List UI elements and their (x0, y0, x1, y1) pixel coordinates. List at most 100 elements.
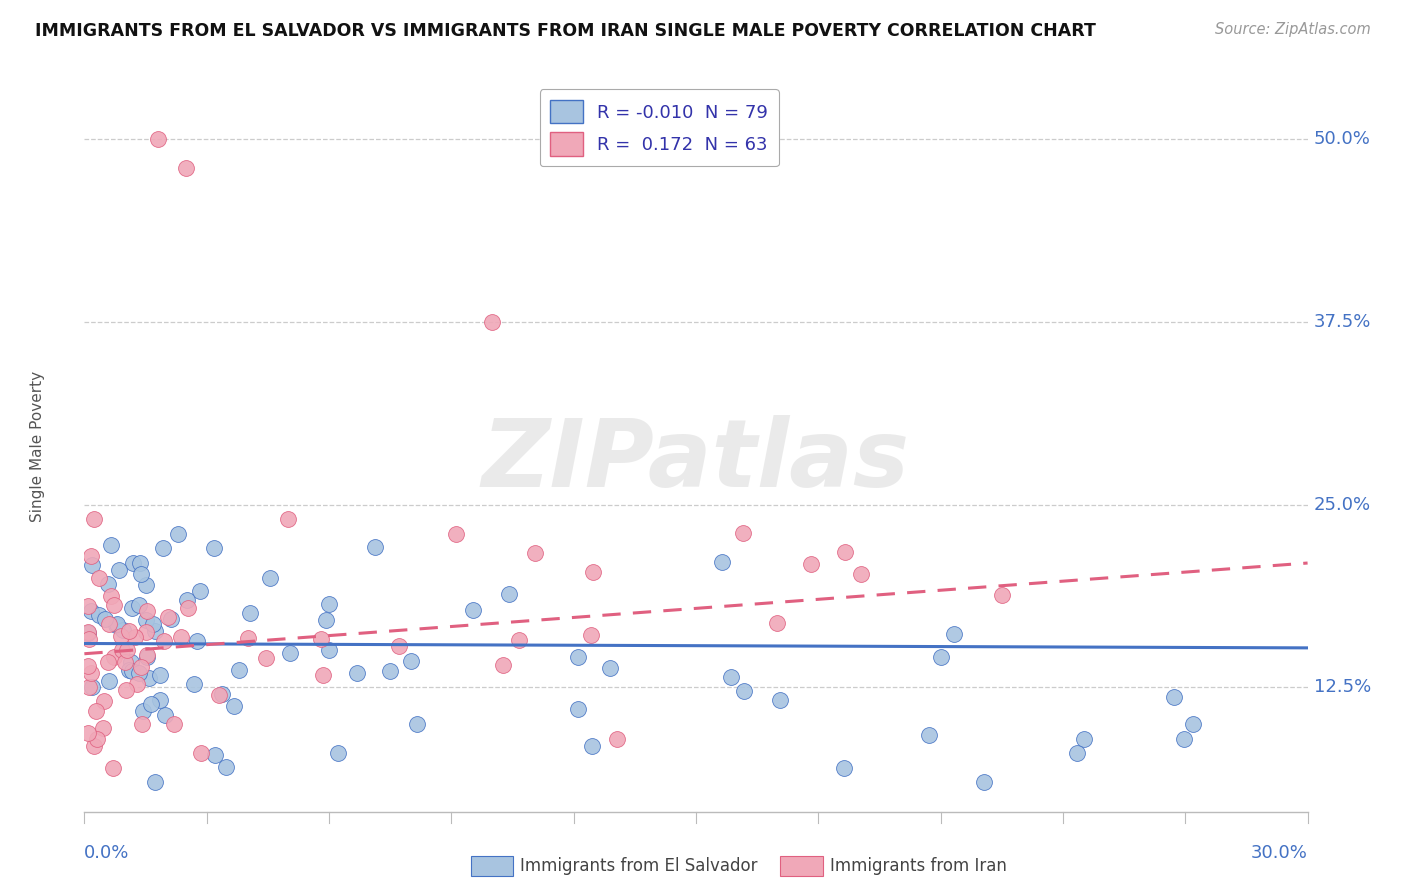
Point (492, 658, 515, 673)
Point (97, 655, 120, 669)
Point (929, 650, 952, 665)
Point (190, 746, 212, 760)
Point (222, 699, 245, 714)
Point (399, 654, 422, 668)
Point (733, 683, 755, 698)
Text: Immigrants from El Salvador: Immigrants from El Salvador (520, 857, 758, 875)
Point (97, 674, 120, 689)
Point (143, 624, 166, 638)
Point (318, 643, 340, 657)
Point (186, 633, 208, 648)
Point (278, 647, 301, 661)
Point (149, 668, 172, 682)
Point (135, 614, 157, 628)
Point (444, 527, 467, 541)
Point (142, 617, 165, 632)
Point (567, 650, 589, 665)
Point (115, 682, 138, 697)
Point (77, 725, 100, 739)
Point (211, 687, 233, 701)
Point (115, 642, 138, 657)
Point (80, 665, 103, 680)
Text: ZIPatlas: ZIPatlas (482, 415, 910, 507)
Point (82, 681, 104, 695)
Point (111, 623, 134, 637)
Point (153, 634, 176, 648)
Point (581, 628, 603, 642)
Point (188, 583, 211, 598)
Point (124, 630, 146, 644)
Point (388, 639, 411, 653)
Point (136, 650, 159, 665)
Point (77, 632, 100, 647)
Text: Immigrants from Iran: Immigrants from Iran (830, 857, 1007, 875)
Point (1066, 746, 1088, 760)
Point (132, 705, 155, 719)
Text: 12.5%: 12.5% (1313, 679, 1371, 697)
Point (149, 693, 172, 707)
Point (131, 717, 153, 731)
Point (83, 739, 105, 753)
Point (108, 563, 131, 577)
Text: Source: ZipAtlas.com: Source: ZipAtlas.com (1215, 22, 1371, 37)
Point (139, 697, 162, 711)
Point (89, 571, 111, 585)
Point (991, 588, 1014, 602)
Point (1163, 690, 1185, 704)
Point (157, 610, 180, 624)
Point (152, 541, 174, 556)
Point (118, 663, 141, 677)
Point (769, 693, 792, 707)
Point (121, 664, 143, 678)
Point (277, 512, 299, 526)
Point (160, 612, 183, 626)
Point (1173, 731, 1195, 746)
Point (100, 538, 122, 552)
Point (378, 664, 401, 678)
Point (582, 566, 605, 580)
Point (766, 616, 789, 631)
Point (163, 717, 186, 731)
Point (80, 558, 103, 572)
Point (100, 590, 122, 604)
Point (136, 648, 159, 663)
Point (105, 617, 128, 632)
Point (118, 624, 141, 639)
Point (973, 775, 995, 789)
Text: IMMIGRANTS FROM EL SALVADOR VS IMMIGRANTS FROM IRAN SINGLE MALE POVERTY CORRELAT: IMMIGRANTS FROM EL SALVADOR VS IMMIGRANT… (35, 22, 1097, 40)
Point (942, 627, 965, 641)
Point (87, 607, 110, 622)
Point (170, 630, 193, 644)
Point (832, 761, 855, 775)
Point (125, 677, 148, 691)
Point (98, 616, 121, 631)
Point (183, 676, 205, 690)
Point (599, 661, 621, 675)
Point (259, 571, 281, 585)
Point (800, 558, 823, 572)
Point (204, 747, 226, 762)
Point (138, 671, 160, 685)
Text: 30.0%: 30.0% (1251, 844, 1308, 862)
Point (918, 728, 941, 742)
Point (215, 759, 238, 773)
Point (128, 665, 150, 680)
Point (128, 598, 150, 612)
Point (508, 633, 530, 648)
Point (567, 702, 589, 716)
Point (136, 604, 159, 618)
Point (834, 545, 856, 559)
Point (176, 592, 198, 607)
Text: Single Male Poverty: Single Male Poverty (31, 370, 45, 522)
Text: 25.0%: 25.0% (1313, 496, 1371, 514)
Point (135, 578, 157, 592)
Point (155, 707, 177, 722)
Point (143, 774, 166, 789)
Point (207, 688, 229, 702)
Point (1182, 717, 1205, 731)
Point (121, 601, 143, 615)
Point (174, 161, 197, 175)
Point (606, 731, 628, 746)
Point (731, 525, 754, 540)
Point (91, 721, 114, 735)
